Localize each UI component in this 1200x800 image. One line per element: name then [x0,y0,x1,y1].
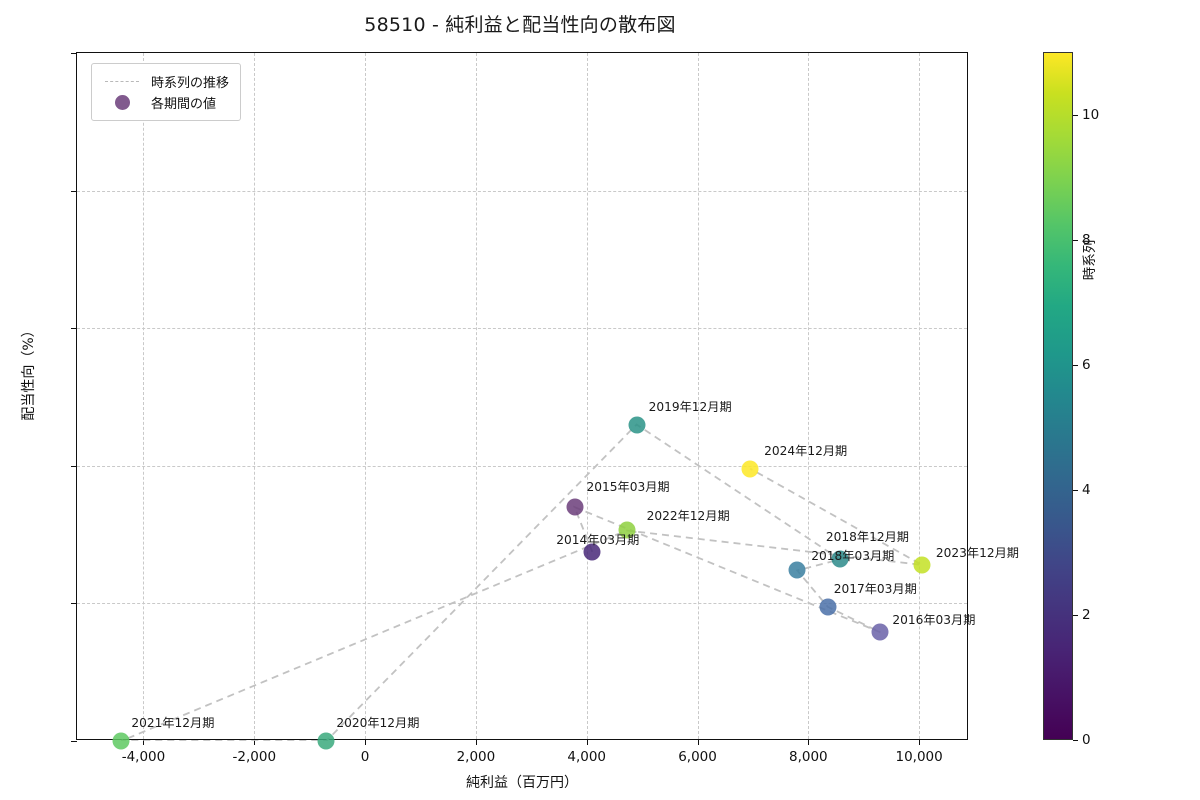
y-tick-mark [71,53,77,54]
x-axis-title: 純利益（百万円） [466,775,578,791]
data-point-label: 2019年12月期 [648,399,732,414]
y-tick-mark [71,190,77,192]
legend-item-trend: 時系列の推移 [101,71,229,92]
data-point-label: 2023年12月期 [935,545,1019,560]
colorbar-tick-label: 10 [1082,106,1100,123]
colorbar-tick-mark [1073,239,1078,241]
grid-line-vertical [475,53,477,739]
data-point[interactable] [819,598,837,616]
colorbar-tick-label: 0 [1082,732,1091,748]
x-tick-mark [808,739,810,745]
y-tick-mark [71,741,77,742]
colorbar-tick-label: 6 [1082,356,1091,373]
data-point[interactable] [112,732,130,750]
data-point-label: 2022年12月期 [646,509,730,524]
x-tick-label: 6,000 [678,749,717,765]
data-point-label: 2020年12月期 [336,716,420,730]
legend-label-trend: 時系列の推移 [151,76,230,91]
data-point-label: 2014年03月期 [556,532,640,547]
grid-line-vertical [919,53,921,739]
grid-line-vertical [143,53,145,739]
colorbar-tick-mark [1073,114,1078,116]
legend-item-points: 各期間の値 [101,92,229,113]
y-tick-mark [71,328,77,330]
colorbar-tick-label: 8 [1082,231,1091,248]
data-point-label: 2021年12月期 [131,716,215,730]
grid-line-vertical [254,53,256,739]
colorbar-tick-mark [1073,740,1078,741]
grid-line-horizontal [77,465,967,467]
data-point-label: 2015年03月期 [586,480,670,495]
data-point[interactable] [913,556,931,574]
timeseries-trend-line [120,423,923,741]
page-title: 58510 - 純利益と配当性向の散布図 [364,14,676,36]
colorbar-tick-mark [1073,614,1078,616]
data-point-label: 2016年03月期 [892,613,976,628]
legend: 時系列の推移 各期間の値 [91,63,242,121]
x-tick-mark [586,739,588,745]
dashed-line-icon [101,81,143,82]
colorbar-title: 時系列 [1082,239,1098,281]
data-point-label: 2018年12月期 [825,530,909,545]
data-point[interactable] [871,623,889,641]
x-tick-mark [475,739,477,745]
data-point[interactable] [566,498,584,516]
x-tick-label: -2,000 [232,749,277,765]
plot-area: 2014年03月期 2015年03月期 2016年03月期 2017年03月期 2018… [71,52,1019,765]
circle-marker-icon [101,95,143,110]
x-tick-label: 4,000 [567,749,607,765]
y-axis-title: 配当性向（%） [21,323,37,421]
x-tick-mark [919,739,921,745]
grid-line-vertical [586,53,588,739]
grid-line-vertical [808,53,810,739]
data-point[interactable] [741,460,759,478]
x-tick-mark [697,739,699,745]
data-point-label: 2024年12月期 [764,443,848,458]
grid-line-horizontal [77,190,967,192]
grid-line-vertical [365,53,367,739]
colorbar-tick-label: 2 [1082,606,1091,623]
colorbar-tick-label: 4 [1082,481,1091,498]
data-point[interactable] [317,732,335,750]
x-tick-label: -4,000 [121,749,166,765]
x-tick-mark [365,739,367,745]
y-tick-mark [71,603,77,605]
grid-line-horizontal [77,328,967,330]
colorbar-gradient [1043,52,1073,740]
x-tick-mark [254,739,256,745]
legend-label-points: 各期間の値 [151,97,217,112]
x-tick-label: 2,000 [456,749,496,765]
data-point-label: 2017年03月期 [833,581,917,596]
data-point[interactable] [788,561,806,579]
grid-line-vertical [697,53,699,739]
colorbar-tick-mark [1073,364,1078,366]
x-tick-label: 0 [360,749,370,765]
x-tick-label: 10,000 [895,749,943,765]
y-tick-mark [71,465,77,467]
x-tick-label: 8,000 [789,749,828,765]
data-point[interactable] [628,416,646,434]
colorbar-tick-mark [1073,489,1078,491]
x-tick-mark [143,739,145,745]
data-point-label: 2018年03月期 [811,549,895,564]
